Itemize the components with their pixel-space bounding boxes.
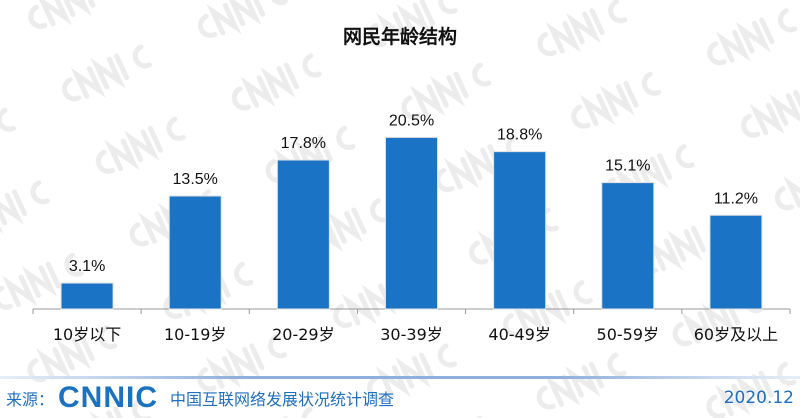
source-label: 来源： (6, 390, 55, 409)
data-label: 3.1% (69, 258, 105, 275)
data-label: 13.5% (173, 171, 218, 188)
bar (385, 136, 438, 310)
footer-divider (0, 376, 800, 379)
category-label: 60岁及以上 (694, 325, 778, 344)
data-label: 17.8% (281, 135, 326, 152)
category-label: 30-39岁 (380, 325, 443, 344)
data-label: 18.8% (497, 127, 542, 144)
bar (709, 214, 763, 310)
cnnic-logo: CNNIC (58, 381, 159, 414)
bar (60, 282, 114, 310)
report-date: 2020.12 (723, 388, 794, 408)
bar-chart: 3.1% 10岁以下 13.5% 10-19岁 17.8% 20-29岁 20.5% 30-3… (32, 112, 791, 344)
category-label: 40-49岁 (488, 325, 551, 344)
data-label: 15.1% (605, 158, 650, 175)
chart-title: 网民年龄结构 (342, 26, 457, 48)
category-label: 20-29岁 (272, 325, 335, 344)
footer: 来源： CNNIC 中国互联网络发展状况统计调查 2020.12 (6, 381, 794, 414)
bar (168, 195, 222, 310)
category-label: 10-19岁 (164, 325, 227, 344)
data-label: 11.2% (714, 190, 758, 207)
bar (276, 159, 330, 310)
data-label: 20.5% (389, 112, 434, 129)
report-name: 中国互联网络发展状况统计调查 (170, 390, 395, 409)
bar (493, 151, 547, 310)
bar (601, 182, 655, 310)
category-label: 10岁以下 (53, 325, 121, 344)
category-label: 50-59岁 (597, 325, 660, 344)
